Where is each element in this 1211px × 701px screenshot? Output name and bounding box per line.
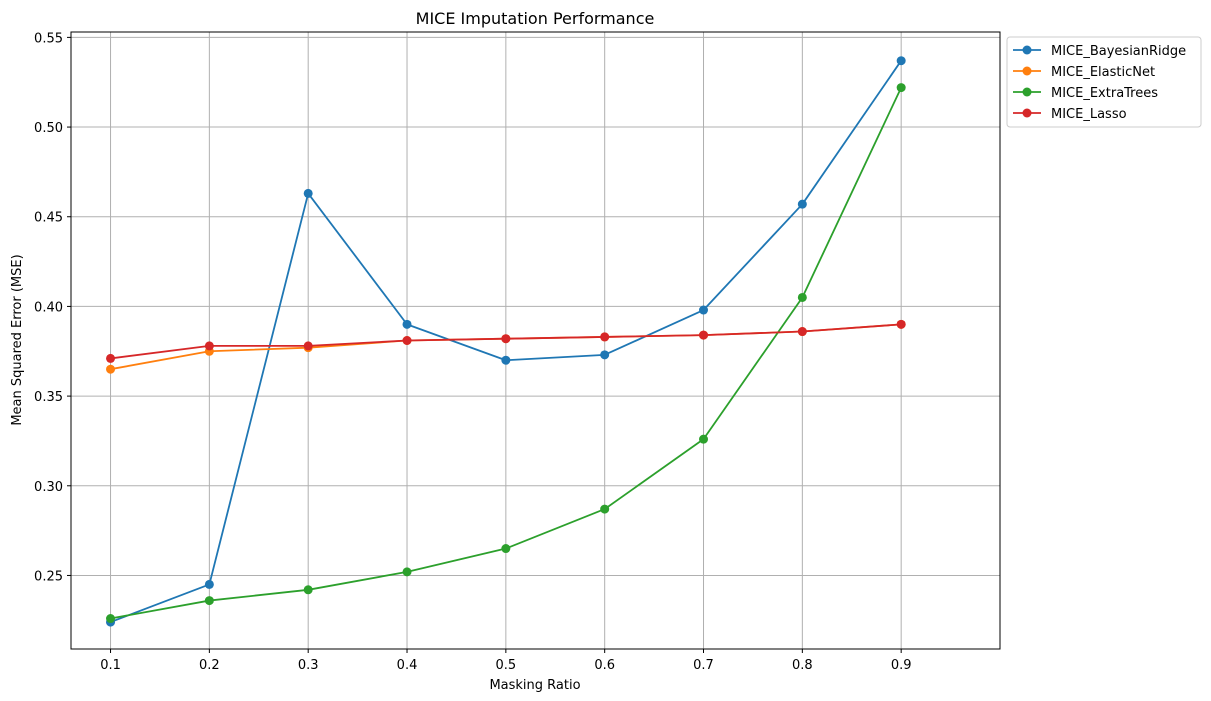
data-point-mice-bayesianridge [797, 199, 807, 209]
data-point-mice-bayesianridge [303, 188, 313, 198]
x-tick-label: 0.8 [792, 658, 813, 673]
series-mice-bayesianridge [106, 56, 906, 627]
data-point-mice-lasso [797, 327, 807, 337]
y-tick-label: 0.25 [34, 569, 63, 584]
y-tick-label: 0.30 [34, 480, 63, 495]
legend-item-mice-lasso: MICE_Lasso [1013, 107, 1127, 122]
data-point-mice-lasso [204, 341, 214, 351]
grid-lines [71, 32, 1000, 649]
data-point-mice-extratrees [797, 292, 807, 302]
ticks: 0.1 0.2 0.3 0.4 0.5 0.6 0.7 0.8 0.9 0.25 0.30 0.35 0… [34, 31, 911, 673]
data-point-mice-lasso [106, 353, 116, 363]
y-tick-label: 0.40 [34, 300, 63, 315]
y-tick-label: 0.35 [34, 390, 63, 405]
x-tick-label: 0.6 [594, 658, 615, 673]
y-tick-label: 0.45 [34, 211, 63, 226]
x-tick-label: 0.2 [199, 658, 220, 673]
data-point-mice-bayesianridge [600, 350, 610, 360]
series-mice-lasso [106, 319, 906, 363]
data-point-mice-elasticnet [106, 364, 116, 374]
data-point-mice-extratrees [402, 567, 412, 577]
plot-frame [70, 31, 1001, 650]
y-axis-label: Mean Squared Error (MSE) [10, 254, 25, 425]
x-tick-label: 0.9 [891, 658, 912, 673]
chart-title: MICE Imputation Performance [416, 9, 655, 28]
data-point-mice-lasso [501, 334, 511, 344]
legend-marker [1022, 66, 1032, 76]
x-tick-label: 0.3 [298, 658, 319, 673]
legend-item-mice-bayesianridge: MICE_BayesianRidge [1013, 44, 1186, 59]
y-tick-label: 0.50 [34, 121, 63, 136]
legend-item-mice-elasticnet: MICE_ElasticNet [1013, 65, 1155, 80]
data-point-mice-extratrees [106, 614, 116, 624]
series-mice-extratrees [106, 83, 906, 624]
data-point-mice-lasso [896, 319, 906, 329]
legend-marker [1022, 45, 1032, 55]
y-tick-label: 0.55 [34, 31, 63, 46]
data-point-mice-bayesianridge [204, 579, 214, 589]
data-point-mice-bayesianridge [501, 355, 511, 365]
legend-label: MICE_BayesianRidge [1051, 44, 1186, 59]
legend-box [1006, 36, 1202, 128]
data-point-mice-extratrees [204, 596, 214, 606]
data-point-mice-extratrees [896, 83, 906, 93]
data-point-mice-extratrees [501, 544, 511, 554]
legend-label: MICE_ExtraTrees [1051, 86, 1158, 101]
data-point-mice-bayesianridge [402, 319, 412, 329]
x-tick-label: 0.4 [397, 658, 418, 673]
data-point-mice-bayesianridge [699, 305, 709, 315]
x-tick-label: 0.7 [693, 658, 714, 673]
legend-label: MICE_ElasticNet [1051, 65, 1155, 80]
legend-marker [1022, 108, 1032, 118]
x-tick-label: 0.5 [496, 658, 517, 673]
legend-item-mice-extratrees: MICE_ExtraTrees [1013, 86, 1158, 101]
legend: MICE_BayesianRidge MICE_ElasticNet MICE_Ex… [1006, 36, 1202, 128]
data-point-mice-extratrees [303, 585, 313, 595]
legend-label: MICE_Lasso [1051, 107, 1127, 122]
data-point-mice-lasso [600, 332, 610, 342]
data-point-mice-lasso [699, 330, 709, 340]
x-tick-label: 0.1 [100, 658, 121, 673]
series-layer [106, 56, 906, 627]
data-point-mice-lasso [303, 341, 313, 351]
data-point-mice-lasso [402, 336, 412, 345]
data-point-mice-bayesianridge [896, 56, 906, 66]
data-point-mice-extratrees [600, 504, 610, 514]
legend-marker [1022, 87, 1032, 97]
x-axis-label: Masking Ratio [489, 678, 580, 693]
data-point-mice-extratrees [699, 434, 709, 444]
